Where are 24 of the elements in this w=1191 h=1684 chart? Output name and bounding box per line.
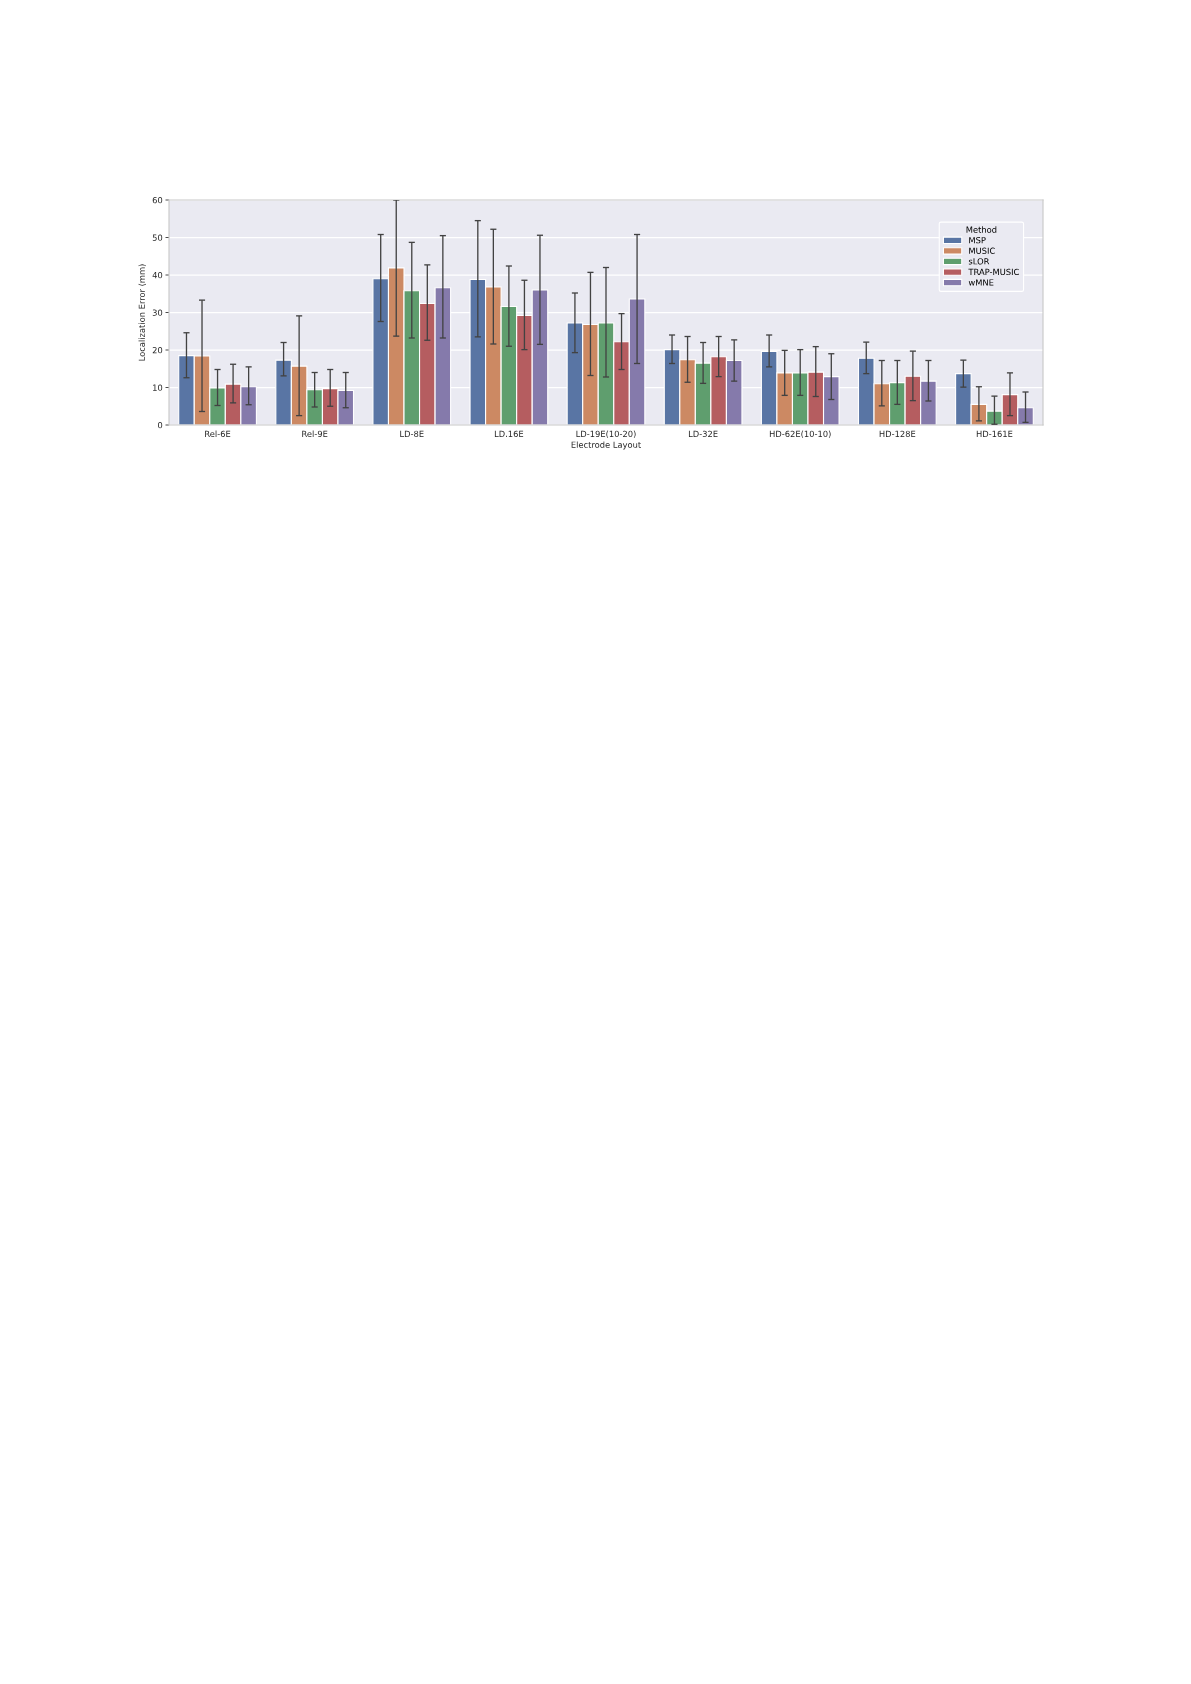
legend-label: MUSIC [969,247,995,254]
y-tick-label: 10 [153,384,163,391]
legend-label: sLOR [968,258,990,265]
y-axis-title: Localization Error (mm) [138,264,146,361]
x-tick-label: HD-161E [976,430,1013,438]
x-tick-label: LD-32E [688,430,718,438]
legend-label: wMNE [968,279,994,286]
y-tick-label: 20 [152,346,163,354]
y-tick-label: 60 [152,196,163,204]
x-tick-label: LD-19E(10-20) [576,430,636,438]
y-tick-label: 50 [152,234,163,241]
x-tick-label: LD.16E [494,430,524,438]
x-tick-label: LD-8E [400,430,424,438]
legend-title: Method [966,226,997,233]
y-tick-label: 40 [152,271,163,279]
x-tick-label: HD-128E [879,430,916,438]
x-tick-label: Rel-9E [302,430,328,438]
y-tick-label: 30 [152,309,163,316]
y-tick-label: 0 [158,421,163,429]
legend-label: MSP [969,237,986,244]
x-tick-label: HD-62E(10-10) [769,430,831,438]
legend-label: TRAP-MUSIC [968,268,1019,276]
x-tick-label: Rel-6E [205,430,231,438]
x-axis-title: Electrode Layout [571,441,641,450]
